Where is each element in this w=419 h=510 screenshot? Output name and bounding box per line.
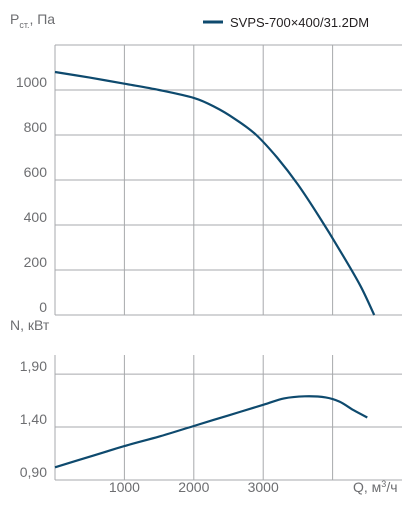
power-x-axis-label: Q, м3/ч	[353, 479, 398, 495]
pressure-y-axis-label-sub: ст.	[19, 20, 29, 30]
pressure-y-tick-2: 400	[24, 209, 48, 225]
pressure-y-axis-label: Pст., Па	[10, 11, 55, 30]
pressure-y-tick-5: 1000	[16, 74, 47, 90]
power-x-ticks: 1000 2000 3000	[109, 479, 279, 495]
power-y-tick-0: 0,90	[20, 464, 47, 480]
pressure-y-tick-4: 800	[24, 119, 48, 135]
pressure-y-axis-label-main: P	[10, 11, 19, 27]
power-x-tick-1: 2000	[178, 479, 209, 495]
power-y-tick-2: 1,90	[20, 358, 47, 374]
power-x-tick-0: 1000	[109, 479, 140, 495]
pressure-y-axis-label-tail: , Па	[29, 11, 55, 27]
power-y-tick-1: 1,40	[20, 411, 47, 427]
power-x-axis-label-tail: /ч	[386, 479, 397, 495]
power-series-line	[54, 395, 368, 469]
pressure-chart: 0 200 400 600 800 1000 Pст., Па	[10, 11, 402, 316]
pressure-y-tick-1: 200	[24, 254, 48, 270]
pressure-y-tick-3: 600	[24, 164, 48, 180]
pressure-y-tick-0: 0	[39, 299, 47, 315]
pressure-grid	[54, 44, 402, 316]
legend: SVPS-700×400/31.2DM	[203, 15, 369, 30]
power-y-ticks: 0,90 1,40 1,90	[20, 358, 47, 480]
power-x-axis-label-main: Q, м	[353, 479, 381, 495]
power-x-tick-2: 3000	[248, 479, 279, 495]
legend-label: SVPS-700×400/31.2DM	[230, 15, 369, 30]
power-x-axis-label-sup: 3	[381, 479, 386, 489]
pressure-y-ticks: 0 200 400 600 800 1000	[16, 74, 47, 315]
pressure-series-line	[54, 70, 376, 316]
power-chart: 0,90 1,40 1,90 1000 2000 3000 N, кВт Q, м3/ч	[10, 317, 402, 495]
power-grid	[54, 355, 402, 481]
power-y-axis-label: N, кВт	[10, 317, 50, 333]
